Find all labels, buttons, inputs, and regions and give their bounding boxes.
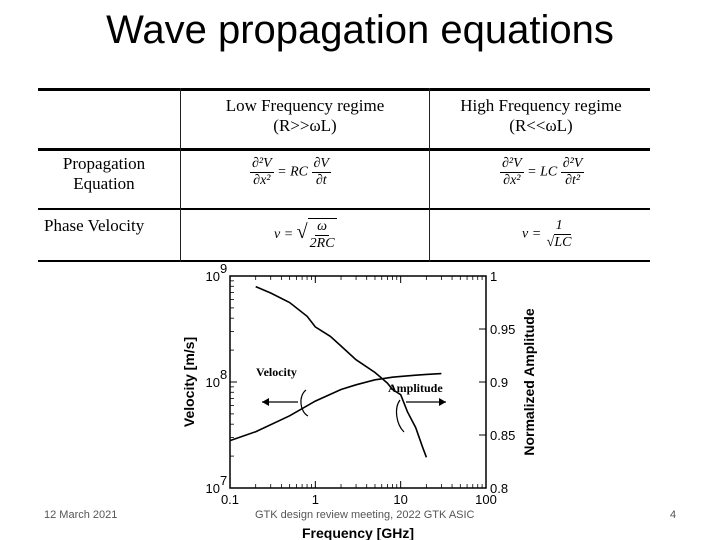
- row-label-propagation-line2: Equation: [73, 174, 135, 193]
- x-tick-label: 100: [475, 492, 497, 507]
- y2-tick-label: 0.85: [490, 428, 515, 443]
- y2-axis-ticks: 0.8 0.85 0.9 0.95 1: [479, 269, 515, 496]
- y-tick-label: 10: [206, 375, 220, 390]
- y-axis-title: Velocity [m/s]: [181, 337, 197, 427]
- y2-tick-label: 1: [490, 269, 497, 284]
- y-tick-label: 10: [206, 269, 220, 284]
- velocity-marker: [300, 389, 309, 417]
- low-propagation-equation: ∂²V ∂x² = RC ∂V ∂t: [250, 156, 331, 189]
- table-top-border: [38, 88, 650, 91]
- footer-center: GTK design review meeting, 2022 GTK ASIC: [255, 509, 475, 521]
- y2-tick-label: 0.95: [490, 322, 515, 337]
- x-tick-label: 0.1: [221, 492, 239, 507]
- high-eq-coef: = LC: [527, 164, 558, 180]
- row-label-phase-velocity: Phase Velocity: [44, 216, 145, 235]
- table-col-divider-1: [180, 88, 181, 262]
- low-phase-velocity: v = √ ω 2RC: [274, 218, 337, 252]
- y2-axis-title: Normalized Amplitude: [521, 308, 537, 455]
- header-low-line1: Low Frequency regime: [225, 96, 385, 115]
- high-eq-rhs-num: ∂²V: [560, 156, 585, 173]
- low-eq-coef: = RC: [277, 164, 309, 180]
- equations-table: Low Frequency regime (R>>ωL) High Freque…: [38, 88, 650, 262]
- low-eq-rhs-num: ∂V: [311, 156, 331, 173]
- low-eq-lhs-num: ∂²V: [250, 156, 274, 173]
- high-vel-lhs: v =: [522, 226, 542, 242]
- header-low-line2: (R>>ωL): [273, 116, 337, 135]
- high-eq-rhs-den: ∂t²: [565, 173, 581, 188]
- low-eq-lhs-den: ∂x²: [253, 173, 271, 188]
- y-tick-exponent: 9: [220, 262, 227, 276]
- sqrt-symbol-high: √: [546, 235, 555, 250]
- y-tick-exponent: 7: [220, 473, 227, 488]
- table-row-border: [38, 208, 650, 210]
- page-number: 4: [670, 509, 677, 521]
- low-vel-lhs: v =: [274, 227, 294, 243]
- high-vel-den: LC: [554, 234, 572, 250]
- x-tick-label: 10: [393, 492, 407, 507]
- low-vel-num: ω: [315, 219, 330, 236]
- amplitude-marker: [395, 399, 405, 433]
- low-eq-rhs-den: ∂t: [315, 173, 327, 188]
- row-label-propagation: Propagation Equation: [40, 154, 168, 194]
- table-header-border: [38, 148, 650, 151]
- y-tick-exponent: 8: [220, 367, 227, 382]
- high-eq-lhs-den: ∂x²: [503, 173, 521, 188]
- row-label-propagation-line1: Propagation: [62, 154, 146, 173]
- header-low-frequency: Low Frequency regime (R>>ωL): [183, 96, 427, 136]
- plot-frame: [229, 275, 487, 489]
- table-col-divider-2: [429, 88, 430, 262]
- x-axis-ticks: 0.1 1 10 100: [221, 276, 497, 507]
- header-high-line2: (R<<ωL): [509, 116, 573, 135]
- slide-title: Wave propagation equations: [106, 8, 614, 52]
- high-vel-den-wrap: √LC: [545, 234, 574, 251]
- sqrt-symbol-low: √: [296, 221, 308, 244]
- amplitude-arrow-head: [439, 398, 446, 406]
- footer-date: 12 March 2021: [44, 509, 118, 521]
- y2-tick-label: 0.8: [490, 481, 508, 496]
- high-phase-velocity: v = 1 √LC: [522, 218, 573, 251]
- amplitude-series-line: [255, 285, 428, 458]
- header-high-frequency: High Frequency regime (R<<ωL): [432, 96, 650, 136]
- velocity-annotation: Velocity: [256, 365, 297, 379]
- y2-tick-label: 0.9: [490, 375, 508, 390]
- high-eq-lhs-num: ∂²V: [500, 156, 524, 173]
- velocity-arrow-head: [262, 398, 269, 406]
- velocity-series-line: [229, 372, 442, 442]
- y-tick-label: 10: [206, 481, 220, 496]
- high-vel-num: 1: [553, 218, 565, 235]
- amplitude-annotation: Amplitude: [388, 381, 443, 395]
- table-bottom-border: [38, 260, 650, 262]
- high-propagation-equation: ∂²V ∂x² = LC ∂²V ∂t²: [500, 156, 585, 189]
- x-axis-title: Frequency [GHz]: [302, 525, 414, 540]
- x-tick-label: 1: [312, 492, 319, 507]
- low-vel-den: 2RC: [309, 236, 335, 251]
- header-high-line1: High Frequency regime: [460, 96, 622, 115]
